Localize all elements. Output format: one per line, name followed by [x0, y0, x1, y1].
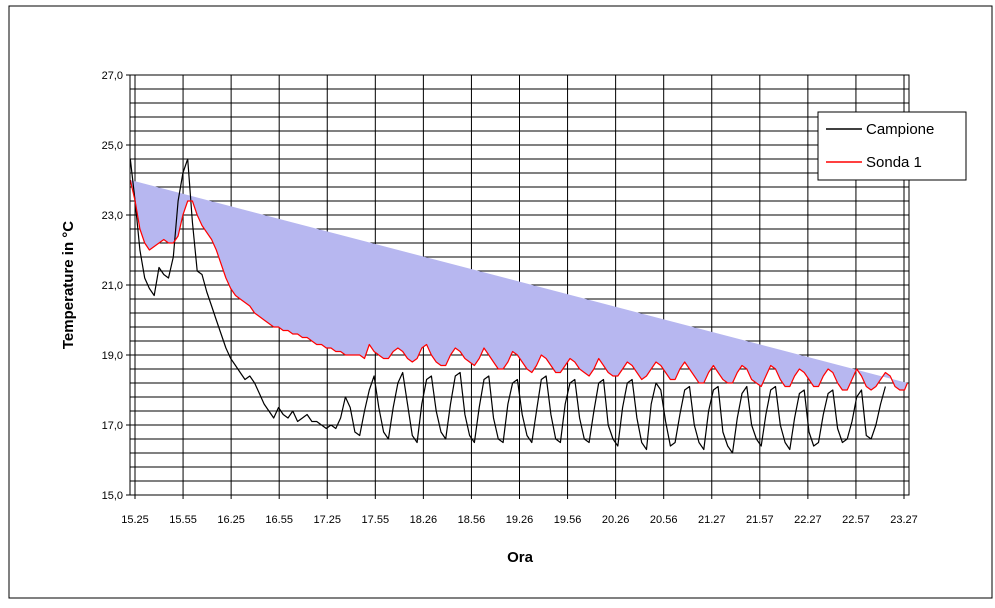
series-line-campione — [129, 158, 886, 454]
y-tick-label: 27,0 — [102, 70, 123, 82]
x-tick-label: 22.27 — [794, 514, 822, 526]
x-tick-label: 20.56 — [650, 514, 678, 526]
x-tick-label: 20.26 — [602, 514, 630, 526]
legend-label-sonda-1: Sonda 1 — [866, 154, 922, 171]
y-tick-label: 17,0 — [102, 420, 123, 432]
y-tick-label: 25,0 — [102, 140, 123, 152]
x-tick-label: 16.55 — [265, 514, 293, 526]
fill-between-series — [130, 180, 908, 390]
x-tick-label: 23.27 — [890, 514, 918, 526]
x-tick-label: 22.57 — [842, 514, 870, 526]
x-tick-label: 15.55 — [169, 514, 197, 526]
x-axis-title: Ora — [507, 549, 534, 566]
y-tick-label: 23,0 — [102, 210, 123, 222]
y-tick-label: 19,0 — [102, 350, 123, 362]
x-tick-label: 17.55 — [362, 514, 390, 526]
y-tick-label: 21,0 — [102, 280, 123, 292]
legend: Campione Sonda 1 — [817, 111, 967, 181]
x-tick-label: 15.25 — [121, 514, 149, 526]
x-tick-label: 18.26 — [410, 514, 438, 526]
x-tick-label: 18.56 — [458, 514, 486, 526]
x-tick-label: 19.56 — [554, 514, 582, 526]
y-tick-label: 15,0 — [102, 490, 123, 502]
legend-box — [817, 111, 967, 181]
legend-label-campione: Campione — [866, 121, 934, 138]
x-tick-label: 21.27 — [698, 514, 726, 526]
x-tick-label: 16.25 — [217, 514, 245, 526]
x-tick-label: 17.25 — [313, 514, 341, 526]
x-tick-label: 19.26 — [506, 514, 534, 526]
y-axis-title: Temperature in °C — [60, 221, 77, 349]
series-line-sonda-1 — [129, 179, 908, 391]
x-tick-label: 21.57 — [746, 514, 774, 526]
